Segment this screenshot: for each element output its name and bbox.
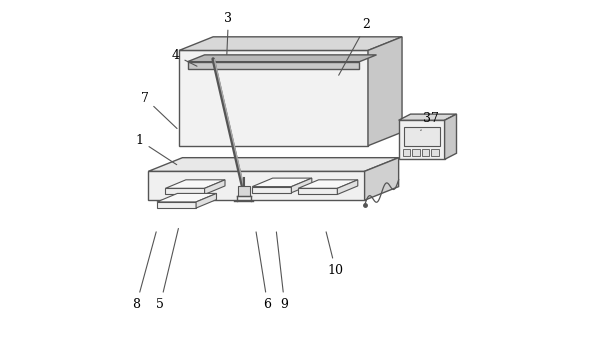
Text: 6: 6 (256, 232, 272, 311)
Polygon shape (398, 114, 457, 120)
Text: 37: 37 (421, 112, 439, 130)
Polygon shape (445, 114, 457, 160)
Bar (179, 51, 368, 146)
Text: 4: 4 (171, 49, 197, 66)
Bar (403, 149, 410, 156)
Polygon shape (298, 188, 337, 194)
Bar (148, 171, 365, 200)
Polygon shape (291, 178, 312, 193)
Polygon shape (205, 180, 225, 194)
Bar (404, 127, 440, 146)
Text: 9: 9 (276, 232, 289, 311)
Polygon shape (165, 180, 225, 188)
Polygon shape (196, 193, 216, 208)
Bar (412, 149, 420, 156)
Bar (187, 62, 359, 69)
Polygon shape (165, 188, 205, 194)
Bar (431, 149, 439, 156)
Polygon shape (365, 158, 398, 200)
Text: 5: 5 (157, 228, 178, 311)
Polygon shape (187, 55, 377, 62)
Polygon shape (252, 186, 291, 193)
Text: 10: 10 (326, 232, 344, 276)
Text: 1: 1 (136, 134, 177, 165)
Bar (238, 186, 250, 196)
Text: 7: 7 (141, 92, 177, 128)
Text: 2: 2 (339, 18, 370, 75)
Polygon shape (337, 180, 358, 194)
Text: 3: 3 (224, 12, 232, 54)
Polygon shape (368, 37, 402, 146)
Polygon shape (157, 193, 216, 202)
Polygon shape (148, 158, 398, 171)
Text: 8: 8 (132, 232, 156, 311)
Polygon shape (157, 202, 196, 208)
Bar (398, 120, 445, 160)
Polygon shape (179, 37, 402, 51)
Polygon shape (298, 180, 358, 188)
Polygon shape (252, 178, 312, 186)
Bar (422, 149, 429, 156)
